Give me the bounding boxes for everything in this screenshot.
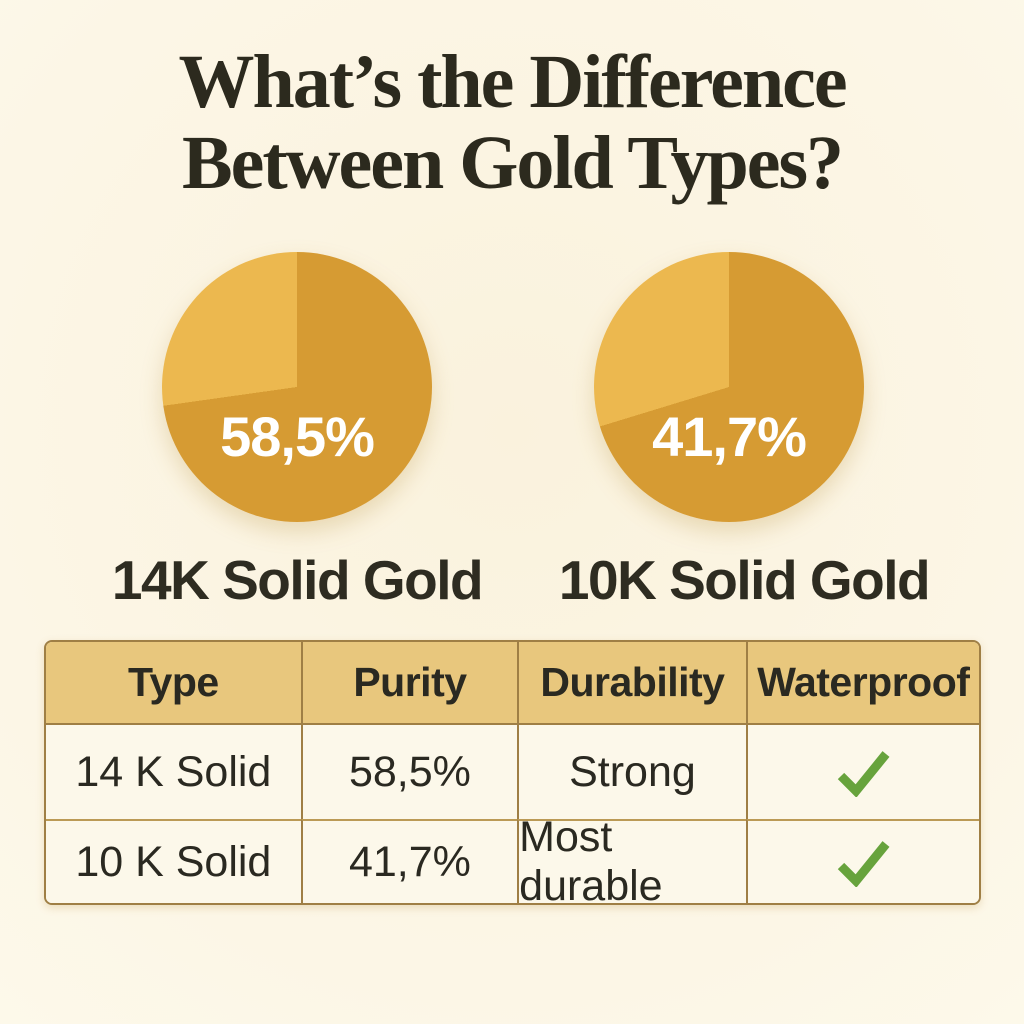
comparison-table: Type Purity Durability Waterproof 14 K S… — [44, 640, 981, 905]
column-header-purity: Purity — [300, 642, 518, 725]
page-title: What’s the Difference Between Gold Types… — [0, 42, 1024, 203]
pie-14k-caption: 14K Solid Gold — [111, 549, 484, 611]
column-header-durability: Durability — [517, 642, 746, 725]
pie-10k-caption: 10K Solid Gold — [558, 549, 931, 611]
page-title-line2: Between Gold Types? — [181, 120, 844, 205]
table-cell-10k-purity: 41,7% — [300, 819, 518, 903]
pie-10k-percentage-label: 41,7% — [652, 405, 807, 468]
pie-14k-percentage-label: 58,5% — [220, 405, 375, 468]
column-header-waterproof: Waterproof — [745, 642, 979, 725]
table-cell-10k-type: 10 K Solid — [46, 819, 301, 903]
pie-chart-10k: 41,7% — [594, 252, 864, 522]
column-header-type: Type — [46, 642, 301, 725]
table-cell-14k-durability: Strong — [517, 725, 746, 819]
page-title-line1: What’s the Difference — [178, 40, 847, 124]
table-cell-14k-purity: 58,5% — [300, 725, 518, 819]
table-cell-14k-type: 14 K Solid — [46, 725, 301, 819]
pie-chart-14k: 58,5% — [162, 252, 432, 522]
checkmark-icon — [838, 751, 890, 797]
table-cell-14k-waterproof — [745, 725, 979, 819]
table-cell-10k-durability: Most durable — [517, 813, 746, 903]
checkmark-icon — [838, 841, 890, 887]
table-cell-10k-waterproof — [745, 819, 979, 903]
